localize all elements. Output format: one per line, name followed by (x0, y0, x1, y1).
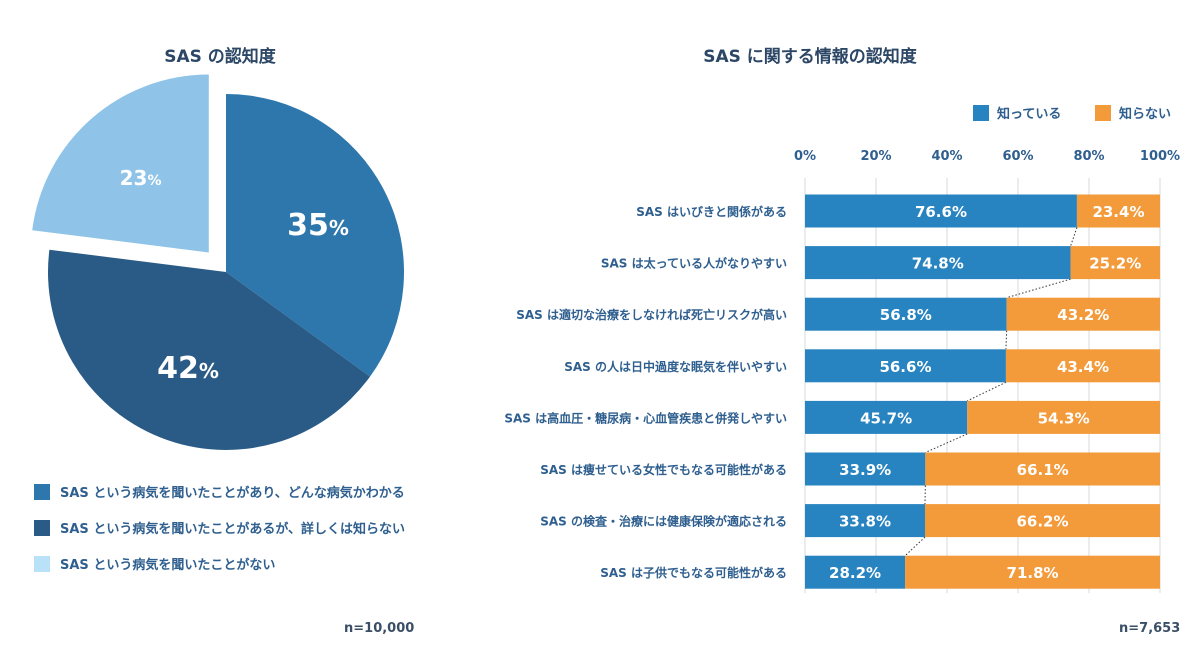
x-tick-label-5: 100% (1140, 149, 1180, 164)
bar-known-value-6: 33.9% (839, 461, 891, 479)
bar-legend-swatch-known (973, 104, 989, 121)
bar-legend-swatch-unknown (1095, 104, 1111, 121)
bar-unknown-4 (1005, 349, 1160, 383)
pie-legend-swatch-knows (34, 483, 50, 500)
bar-unknown-6 (925, 452, 1160, 486)
category-label-4: SAS の人は日中過度な眠気を伴いやすい (564, 359, 787, 374)
pie-legend-label-knows: SAS という病気を聞いたことがあり、どんな病気かわかる (60, 486, 405, 501)
bar-unknown-value-5: 54.3% (1038, 409, 1090, 427)
bar-known-value-8: 28.2% (829, 564, 881, 582)
bar-unknown-value-1: 23.4% (1092, 203, 1144, 221)
bar-unknown-3 (1006, 297, 1160, 331)
bar-known-value-3: 56.8% (880, 306, 932, 324)
bar-unknown-8 (905, 555, 1160, 589)
bar-unknown-7 (924, 504, 1160, 538)
bar-unknown-2 (1070, 246, 1160, 280)
pie-slice-2 (47, 249, 371, 450)
pie-slice-3 (32, 74, 209, 253)
category-label-3: SAS は適切な治療をしなければ死亡リスクが高い (516, 307, 787, 322)
bar-legend-item-unknown: 知らない (1095, 103, 1171, 122)
bar-unknown-value-2: 25.2% (1089, 255, 1141, 273)
bar-unknown-1 (1076, 194, 1160, 228)
pie-legend-item-knows: SAS という病気を聞いたことがあり、どんな病気かわかる (34, 482, 405, 501)
pie-legend-swatch-never (34, 555, 50, 572)
bar-known-value-1: 76.6% (915, 203, 967, 221)
x-tick-label-4: 80% (1073, 149, 1104, 164)
connector-line-4 (967, 381, 1007, 402)
bar-unknown-value-6: 66.1% (1017, 461, 1069, 479)
pie-legend-swatch-heard (34, 519, 50, 536)
pie-chart-title: SAS の認知度 (164, 47, 276, 67)
bar-known-value-4: 56.6% (879, 358, 931, 376)
bar-known-8 (805, 555, 906, 589)
bar-known-4 (805, 349, 1006, 383)
bar-legend-label-unknown: 知らない (1119, 107, 1172, 122)
x-tick-label-3: 60% (1002, 149, 1033, 164)
category-label-6: SAS は痩せている女性でもなる可能性がある (540, 462, 787, 477)
pie-legend-item-never: SAS という病気を聞いたことがない (34, 554, 275, 573)
connector-line-5 (925, 433, 968, 453)
pie-sample-size: n=10,000 (344, 621, 415, 636)
category-label-7: SAS の検査・治療には健康保険が適応される (540, 514, 787, 529)
bar-unknown-value-4: 43.4% (1057, 358, 1109, 376)
bar-legend-item-known: 知っている (973, 103, 1061, 122)
x-tick-label-1: 20% (860, 149, 891, 164)
bar-legend-label-known: 知っている (997, 107, 1062, 122)
x-tick-label-0: 0% (794, 149, 816, 164)
bar-known-2 (805, 246, 1071, 280)
bar-known-value-2: 74.8% (912, 255, 964, 273)
pie-slice-1 (226, 94, 404, 377)
bar-unknown-value-7: 66.2% (1016, 513, 1068, 531)
pie-legend-label-never: SAS という病気を聞いたことがない (60, 558, 276, 573)
category-label-2: SAS は太っている人がなりやすい (601, 256, 787, 271)
category-label-1: SAS はいびきと関係がある (636, 204, 787, 219)
x-tick-label-2: 40% (931, 149, 962, 164)
bar-known-value-7: 33.8% (839, 513, 891, 531)
bar-chart-title: SAS に関する情報の認知度 (703, 47, 917, 67)
bar-known-7 (805, 504, 925, 538)
connector-line-1 (1070, 227, 1078, 247)
bar-unknown-value-3: 43.2% (1057, 306, 1109, 324)
connector-line-3 (1005, 330, 1008, 350)
bar-known-6 (805, 452, 926, 486)
bar-known-5 (805, 400, 968, 434)
bar-unknown-5 (967, 400, 1160, 434)
pie-legend-item-heard: SAS という病気を聞いたことがあるが、詳しくは知らない (34, 518, 405, 537)
category-label-5: SAS は高血圧・糖尿病・心血管疾患と併発しやすい (504, 410, 787, 425)
pie-chart: 35%42%23% (32, 74, 404, 450)
bar-unknown-value-8: 71.8% (1007, 564, 1059, 582)
bar-known-3 (805, 297, 1007, 331)
bar-known-value-5: 45.7% (860, 409, 912, 427)
bar-sample-size: n=7,653 (1119, 621, 1181, 636)
bar-known-1 (805, 194, 1077, 228)
connector-line-2 (1006, 278, 1071, 299)
connector-line-7 (904, 536, 926, 557)
category-label-8: SAS は子供でもなる可能性がある (600, 565, 787, 580)
pie-legend-label-heard: SAS という病気を聞いたことがあるが、詳しくは知らない (60, 522, 406, 537)
